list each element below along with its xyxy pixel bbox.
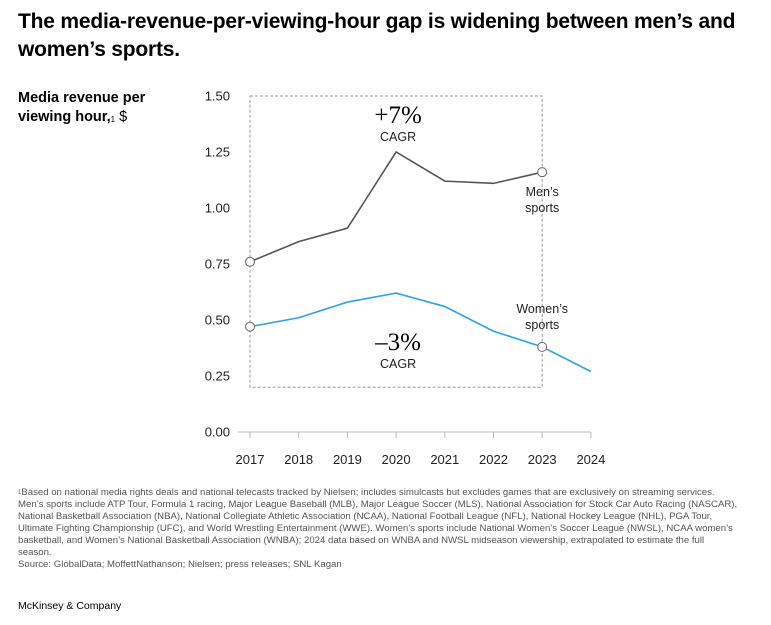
footnote: 1Based on national media rights deals an…: [18, 487, 738, 559]
y-tick-label: 0.25: [205, 369, 230, 384]
x-tick-label: 2018: [284, 452, 313, 467]
footnote-mark: 1: [18, 490, 22, 496]
x-tick-label: 2019: [333, 452, 362, 467]
y-axis-unit: $: [119, 109, 128, 125]
y-tick-label: 1.50: [205, 89, 230, 104]
series-label-womens: sports: [525, 318, 559, 332]
series-line-mens: [249, 150, 543, 263]
y-tick-label: 0.50: [205, 313, 230, 328]
series-line-womens: [249, 292, 592, 373]
line-chart: 0.00 0.25 0.50 0.75 1.00 1.25 1.50 2017 2018 2019…: [205, 89, 606, 468]
data-point-marker: [245, 321, 255, 332]
series-label-womens: Women’s: [516, 302, 568, 316]
page-title: The media-revenue-per-viewing-hour gap i…: [18, 10, 736, 61]
cagr-label-mens: CAGR: [380, 130, 416, 144]
data-point-marker: [245, 256, 255, 267]
series-label-mens: Men’s: [526, 185, 559, 199]
cagr-value-womens: –3%: [374, 329, 421, 356]
y-axis-footnote-mark: 1: [110, 115, 116, 124]
y-axis-title-text: Media revenue per viewing hour,: [18, 90, 146, 125]
y-tick-label: 1.00: [205, 201, 230, 216]
footnote-text: Based on national media rights deals and…: [18, 487, 738, 558]
x-tick-label: 2022: [479, 452, 508, 467]
x-tick-label: 2024: [576, 452, 605, 467]
x-tick-label: 2020: [382, 452, 411, 467]
x-tick-label: 2017: [236, 452, 265, 467]
source-note: Source: GlobalData; MoffettNathanson; Ni…: [18, 559, 342, 570]
data-point-marker: [537, 341, 548, 352]
cagr-label-womens: CAGR: [380, 357, 416, 371]
cagr-value-mens: +7%: [374, 102, 421, 129]
y-axis-title: Media revenue per viewing hour,1 $: [18, 89, 148, 127]
x-tick-label: 2023: [528, 452, 557, 467]
y-tick-label: 0.75: [205, 257, 230, 272]
cagr-highlight-box: [249, 95, 543, 388]
series-label-mens: sports: [525, 201, 559, 215]
y-tick-label: 1.25: [205, 145, 230, 160]
x-tick-label: 2021: [430, 452, 459, 467]
brand-logo-text: McKinsey & Company: [18, 600, 122, 612]
y-tick-label: 0.00: [205, 425, 230, 440]
data-point-marker: [537, 167, 548, 178]
